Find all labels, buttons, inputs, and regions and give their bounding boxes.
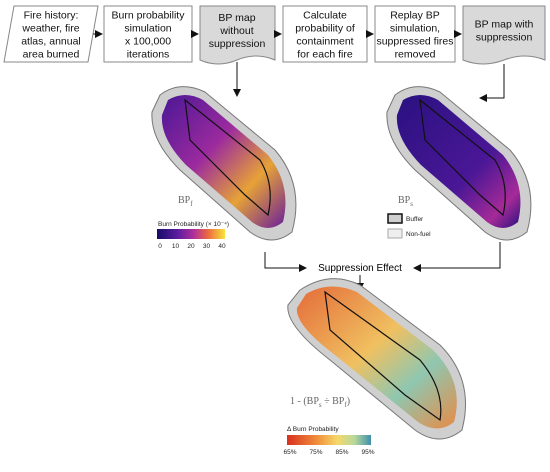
box-text: iterations [127, 49, 170, 61]
input-shape [3, 5, 99, 63]
box-text: x 100,000 [125, 36, 171, 48]
formula-part: ÷ BP [322, 396, 345, 407]
document-shape [199, 5, 276, 65]
box-text: Burn probability [112, 10, 186, 22]
box-text: simulation [124, 23, 171, 35]
arrow [264, 252, 307, 272]
colorbar-tick: 85% [335, 449, 348, 456]
map-label: BPs [398, 195, 413, 208]
box-text: removed [395, 49, 436, 61]
legend-label: Buffer [406, 216, 424, 223]
colorbar-tick: 0 [158, 243, 162, 250]
box-text: weather, fire [21, 23, 79, 35]
process-box [103, 5, 193, 63]
label-main: BP [178, 195, 191, 206]
map-bp-s [386, 86, 532, 241]
colorbar-tick: 20 [187, 243, 195, 250]
colorbar-tick: 95% [361, 449, 374, 456]
legend-title-text: Burn Probability [158, 221, 205, 228]
box-text: without [219, 25, 253, 37]
document-shape [462, 5, 546, 65]
map-suppression-effect [287, 278, 466, 440]
box-text: for each fire [297, 49, 353, 61]
box-text: suppression [476, 32, 533, 44]
box-text: containment [296, 36, 353, 48]
suppression-effect-label: Suppression Effect [318, 263, 402, 274]
colorbar-tick: 75% [309, 449, 322, 456]
colorbar-tick: 65% [283, 449, 296, 456]
box-text: suppression [209, 38, 266, 50]
label-sub: s [410, 200, 413, 208]
legend-swatch [387, 213, 403, 224]
colorbar-tick: 30 [203, 243, 211, 250]
colorbar-tick: 10 [172, 243, 180, 250]
map-label: BPf [178, 195, 193, 208]
flow-boxes [3, 5, 546, 291]
box-text: area burned [23, 49, 80, 61]
box-text: probability of [295, 23, 355, 35]
formula-part: ) [347, 396, 350, 407]
box-text: Fire history: [24, 10, 79, 22]
box-text: BP map [218, 12, 255, 24]
legend-swatch [387, 228, 403, 239]
colorbar [287, 435, 371, 445]
formula-sub: s [319, 401, 322, 409]
box-text: BP map with [475, 19, 534, 31]
legend-label: Non-fuel [406, 231, 431, 238]
formula-sub: f [344, 401, 347, 409]
label-sub: f [190, 200, 193, 208]
colorbar [157, 229, 225, 239]
box-text: suppressed fires [376, 36, 453, 48]
box-text: simulation, [390, 23, 440, 35]
process-box [282, 5, 368, 63]
label-main: BP [398, 195, 411, 206]
box-text: Calculate [303, 10, 347, 22]
arrow [413, 242, 501, 272]
colorbar-tick: 40 [218, 243, 226, 250]
legend-title: Δ Burn Probability [287, 426, 339, 433]
map-bp-f [151, 86, 297, 241]
legend-title: Burn Probability (× 10⁻⁴) [158, 221, 229, 228]
formula-part: 1 - (BP [290, 396, 319, 407]
formula: 1 - (BPs ÷ BPf) [290, 396, 350, 409]
legend-unit: (× 10⁻⁴) [206, 221, 229, 228]
box-text: atlas, annual [21, 36, 81, 48]
arrow [479, 64, 505, 102]
box-text: Replay BP [390, 10, 440, 22]
